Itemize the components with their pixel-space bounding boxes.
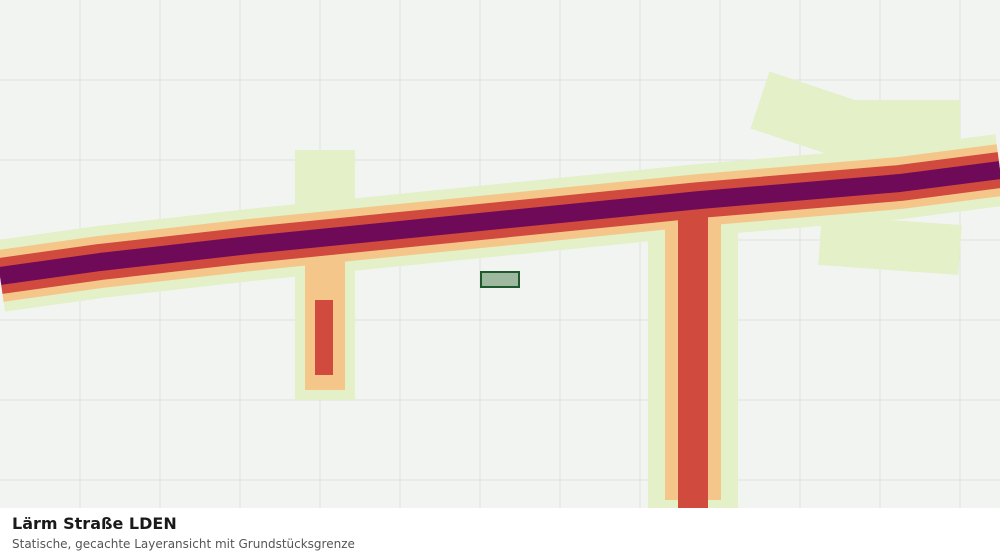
layer-subtitle: Statische, gecachte Layeransicht mit Gru… [12, 537, 355, 551]
noise-bands [0, 71, 1000, 560]
layer-title: Lärm Straße LDEN [12, 514, 177, 533]
parcel-boundary[interactable] [480, 271, 520, 288]
noise-light [750, 71, 960, 160]
noise-very-high [0, 161, 1000, 285]
noise-light [818, 215, 962, 275]
caption-panel: Lärm Straße LDEN Statische, gecachte Lay… [0, 508, 1000, 560]
